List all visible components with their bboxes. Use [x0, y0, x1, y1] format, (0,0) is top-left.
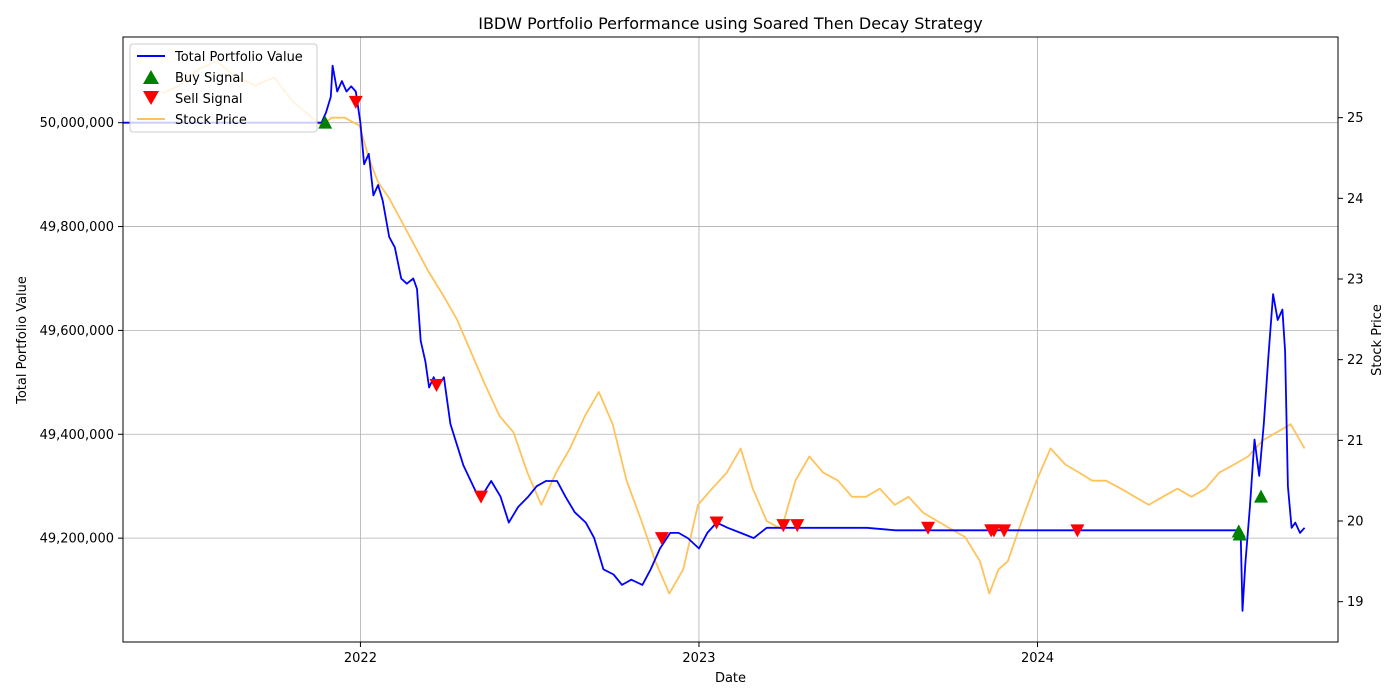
x-tick-label: 2024: [1021, 651, 1054, 666]
signal-markers: [318, 95, 1269, 546]
sell-signal-marker: [1070, 524, 1085, 538]
sell-signal-marker: [654, 532, 669, 546]
sell-signal-marker: [776, 519, 791, 533]
x-tick-label: 2023: [682, 651, 715, 666]
y-axis-left-ticks: 49,200,000 49,400,000 49,600,000 49,800,000…: [40, 116, 123, 547]
y-right-tick-label: 20: [1347, 515, 1364, 530]
y-tick-label: 49,400,000: [40, 428, 114, 443]
sell-signal-marker: [921, 521, 936, 535]
y-tick-label: 49,600,000: [40, 324, 114, 339]
plot-frame: [122, 36, 1339, 643]
y-axis-right-ticks: 19 20 21 22 23 24 25: [1338, 111, 1364, 610]
legend-label-buy: Buy Signal: [175, 71, 244, 86]
legend-label-stock: Stock Price: [175, 113, 247, 128]
sell-signal-marker: [790, 519, 805, 533]
stock-price-layer: [161, 60, 1306, 595]
y-right-tick-label: 25: [1347, 111, 1364, 126]
legend: Total Portfolio Value Buy Signal Sell Si…: [129, 43, 318, 133]
buy-signal-marker: [318, 115, 333, 129]
sell-signal-marker: [986, 524, 1001, 538]
x-axis-label: Date: [715, 671, 746, 686]
y-right-tick-label: 22: [1347, 353, 1364, 368]
sell-signal-marker: [429, 378, 444, 392]
y-right-tick-label: 23: [1347, 273, 1364, 288]
legend-label-portfolio: Total Portfolio Value: [174, 50, 303, 65]
y-right-tick-label: 24: [1347, 192, 1364, 207]
chart-title: IBDW Portfolio Performance using Soared …: [478, 14, 983, 33]
sell-signal-marker: [997, 524, 1012, 538]
buy-signal-marker: [1254, 489, 1269, 503]
y-tick-label: 49,800,000: [40, 220, 114, 235]
legend-box: [129, 43, 318, 133]
y-axis-left-label: Total Portfolio Value: [15, 276, 30, 405]
sell-signal-marker: [474, 490, 489, 504]
y-tick-label: 50,000,000: [40, 116, 114, 131]
y-axis-right-label: Stock Price: [1370, 304, 1385, 376]
stock-price-line: [161, 60, 1306, 595]
legend-label-sell: Sell Signal: [175, 92, 243, 107]
y-right-tick-label: 21: [1347, 434, 1364, 449]
legend-swatch-sell: [143, 91, 159, 105]
sell-signal-marker: [709, 516, 724, 530]
sell-signal-marker: [348, 95, 363, 109]
x-tick-label: 2022: [344, 651, 377, 666]
x-axis-ticks: 2022 2023 2024: [344, 642, 1054, 666]
buy-signal-marker: [1232, 527, 1247, 541]
y-tick-label: 49,200,000: [40, 532, 114, 547]
y-right-tick-label: 19: [1347, 595, 1364, 610]
legend-swatch-buy: [143, 70, 159, 84]
